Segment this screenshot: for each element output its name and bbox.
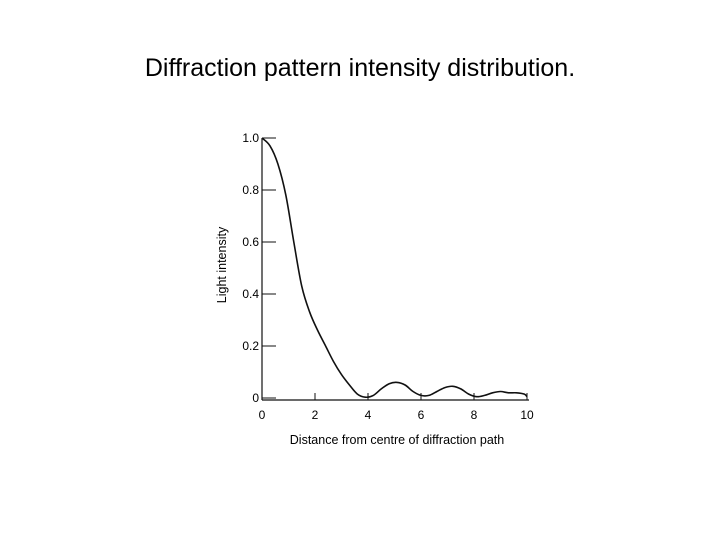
intensity-curve [261,137,528,399]
y-axis-label: Light intensity [215,226,229,303]
y-tick-label: 0.6 [242,235,259,249]
y-tick-label: 1.0 [242,131,259,145]
y-tick-label: 0.4 [242,287,259,301]
x-tick-label: 6 [418,408,425,422]
x-tick-label: 8 [471,408,478,422]
x-axis-label: Distance from centre of diffraction path [290,433,505,447]
x-tick-label: 2 [312,408,319,422]
chart-marks [261,137,528,399]
slide-title: Diffraction pattern intensity distributi… [144,54,576,82]
y-tick-label: 0.8 [242,183,259,197]
chart-ticks: 0 0.2 0.4 0.6 0.8 1.0 0 2 4 6 8 10 [242,131,534,422]
x-tick-label: 0 [259,408,266,422]
x-tick-label: 4 [365,408,372,422]
x-tick-label: 10 [520,408,534,422]
y-tick-label: 0.2 [242,339,259,353]
chart-axes [261,138,529,401]
y-tick-label: 0 [252,391,259,405]
